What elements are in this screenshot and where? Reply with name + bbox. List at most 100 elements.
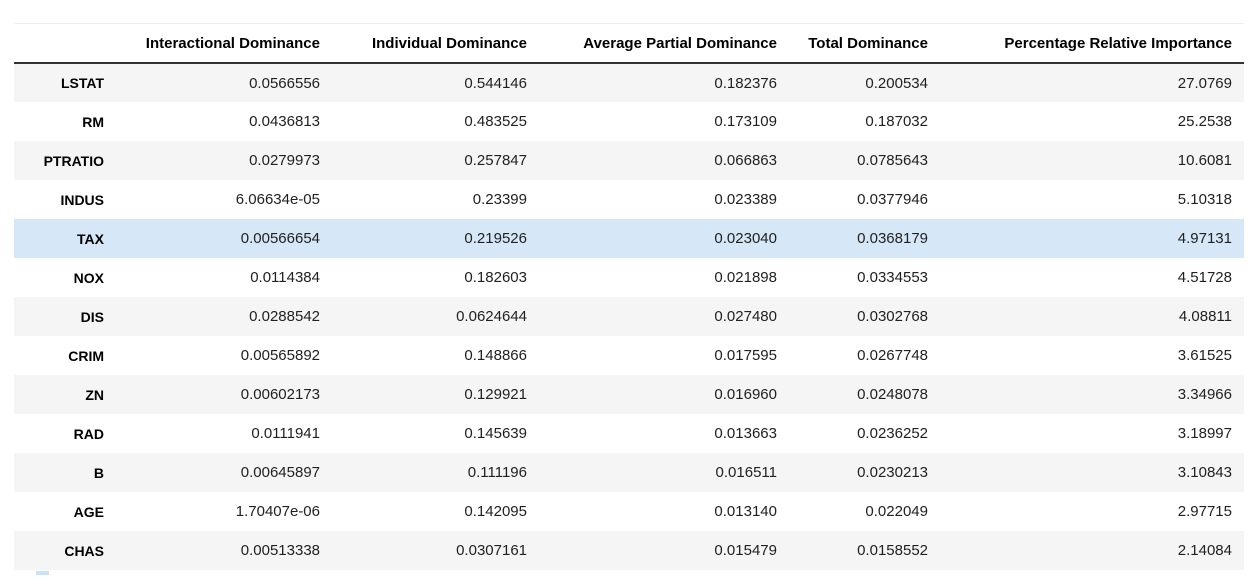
row-label[interactable]: LSTAT (60, 75, 104, 91)
row-label[interactable]: CRIM (68, 347, 104, 364)
cell[interactable]: 0.200534 (865, 74, 928, 92)
cell[interactable]: 0.0302768 (857, 308, 928, 325)
cell[interactable]: 0.023389 (714, 191, 777, 208)
cell[interactable]: 4.97131 (1177, 230, 1232, 247)
cell[interactable]: 0.0307161 (456, 542, 527, 559)
table-body: LSTAT 0.0566556 0.544146 0.182376 0.200534 27… (14, 63, 1244, 570)
cell[interactable]: 0.00645897 (240, 464, 320, 481)
cell[interactable]: 10.6081 (1177, 152, 1232, 169)
cell[interactable]: 0.00513338 (240, 542, 320, 559)
cell[interactable]: 27.0769 (1177, 74, 1232, 92)
cell[interactable]: 0.0436813 (249, 113, 320, 130)
cell[interactable]: 3.61525 (1177, 347, 1232, 364)
table-row[interactable]: B 0.00645897 0.111196 0.016511 0.0230213 3.10… (14, 453, 1244, 492)
table-row[interactable]: RM 0.0436813 0.483525 0.173109 0.187032 25.25… (14, 102, 1244, 141)
cell[interactable]: 0.0624644 (456, 308, 527, 325)
table-row[interactable]: INDUS 6.06634e-05 0.23399 0.023389 0.0377946… (14, 180, 1244, 219)
table-row[interactable]: LSTAT 0.0566556 0.544146 0.182376 0.200534 27… (14, 63, 1244, 102)
stray-highlight-fragment (36, 571, 49, 575)
cell[interactable]: 0.182376 (714, 74, 777, 92)
cell[interactable]: 0.544146 (464, 74, 527, 92)
cell[interactable]: 0.027480 (714, 308, 777, 325)
cell[interactable]: 0.257847 (464, 152, 527, 169)
row-label[interactable]: INDUS (60, 191, 104, 208)
cell[interactable]: 2.97715 (1177, 503, 1232, 520)
cell[interactable]: 25.2538 (1177, 113, 1232, 130)
cell[interactable]: 5.10318 (1177, 191, 1232, 208)
cell[interactable]: 0.145639 (464, 425, 527, 442)
cell[interactable]: 0.0236252 (857, 425, 928, 442)
cell[interactable]: 0.0368179 (857, 230, 928, 247)
cell[interactable]: 0.015479 (714, 542, 777, 559)
cell[interactable]: 0.016960 (714, 386, 777, 403)
cell[interactable]: 0.142095 (464, 503, 527, 520)
cell[interactable]: 4.08811 (1178, 308, 1232, 325)
cell[interactable]: 0.0334553 (857, 269, 928, 286)
cell[interactable]: 0.148866 (464, 347, 527, 364)
row-label[interactable]: AGE (73, 503, 104, 520)
column-header: Average Partial Dominance (539, 23, 789, 64)
cell[interactable]: 0.111196 (467, 464, 527, 481)
cell[interactable]: 0.187032 (865, 113, 928, 130)
table-row[interactable]: AGE 1.70407e-06 0.142095 0.013140 0.022049 2.… (14, 492, 1244, 531)
cell[interactable]: 0.483525 (464, 113, 527, 130)
row-label[interactable]: DIS (80, 308, 104, 325)
cell[interactable]: 0.066863 (714, 152, 777, 169)
cell[interactable]: 0.0279973 (249, 152, 320, 169)
cell[interactable]: 0.013663 (714, 425, 777, 442)
cell[interactable]: 0.0114384 (250, 269, 320, 286)
cell[interactable]: 6.06634e-05 (235, 191, 320, 208)
cell[interactable]: 0.0230213 (857, 464, 928, 481)
cell[interactable]: 0.23399 (472, 191, 527, 208)
cell[interactable]: 4.51728 (1177, 269, 1232, 286)
row-label[interactable]: PTRATIO (43, 152, 104, 169)
cell[interactable]: 0.00602173 (240, 386, 320, 403)
column-header: Interactional Dominance (110, 23, 332, 64)
table-row[interactable]: RAD 0.0111941 0.145639 0.013663 0.0236252 3.1… (14, 414, 1244, 453)
table-row-selected[interactable]: TAX 0.00566654 0.219526 0.023040 0.0368179 4.… (14, 219, 1244, 258)
cell[interactable]: 2.14084 (1177, 542, 1232, 559)
cell[interactable]: 3.18997 (1177, 425, 1232, 442)
cell[interactable]: 0.00565892 (240, 347, 320, 364)
column-header: Total Dominance (789, 23, 940, 64)
column-header: Percentage Relative Importance (940, 23, 1244, 64)
cell[interactable]: 0.173109 (714, 113, 777, 130)
row-label[interactable]: NOX (73, 269, 104, 286)
row-label[interactable]: RAD (73, 425, 104, 442)
row-label[interactable]: RM (82, 113, 104, 130)
cell[interactable]: 0.0111941 (251, 425, 320, 442)
row-label[interactable]: B (93, 464, 104, 481)
cell[interactable]: 0.021898 (714, 269, 777, 286)
cell[interactable]: 0.023040 (714, 230, 777, 247)
cell[interactable]: 0.182603 (464, 269, 527, 286)
cell[interactable]: 0.00566654 (240, 230, 320, 247)
cell[interactable]: 0.0377946 (857, 191, 928, 208)
cell[interactable]: 0.0566556 (249, 74, 320, 92)
header-row: Interactional Dominance Individual Domina… (14, 23, 1244, 64)
table-row[interactable]: CRIM 0.00565892 0.148866 0.017595 0.0267748 3… (14, 336, 1244, 375)
table-row[interactable]: PTRATIO 0.0279973 0.257847 0.066863 0.078564… (14, 141, 1244, 180)
cell[interactable]: 0.013140 (714, 503, 777, 520)
dominance-table: Interactional Dominance Individual Domina… (14, 23, 1244, 570)
cell[interactable]: 0.0267748 (857, 347, 928, 364)
row-label[interactable]: CHAS (64, 542, 104, 559)
row-label[interactable]: ZN (85, 386, 104, 403)
cell[interactable]: 0.219526 (464, 230, 527, 247)
cell[interactable]: 1.70407e-06 (235, 503, 320, 520)
cell[interactable]: 0.0288542 (249, 308, 320, 325)
cell[interactable]: 0.0248078 (857, 386, 928, 403)
cell[interactable]: 3.10843 (1177, 464, 1232, 481)
cell[interactable]: 0.017595 (714, 347, 777, 364)
cell[interactable]: 0.016511 (715, 464, 777, 481)
cell[interactable]: 0.0158552 (857, 542, 928, 559)
table-row[interactable]: NOX 0.0114384 0.182603 0.021898 0.0334553 4.5… (14, 258, 1244, 297)
table-row[interactable]: DIS 0.0288542 0.0624644 0.027480 0.0302768 4.… (14, 297, 1244, 336)
table-row[interactable]: CHAS 0.00513338 0.0307161 0.015479 0.0158552… (14, 531, 1244, 570)
column-header: Individual Dominance (332, 23, 539, 64)
cell[interactable]: 3.34966 (1177, 386, 1232, 403)
table-row[interactable]: ZN 0.00602173 0.129921 0.016960 0.0248078 3.3… (14, 375, 1244, 414)
cell[interactable]: 0.022049 (865, 503, 928, 520)
cell[interactable]: 0.129921 (464, 386, 527, 403)
cell[interactable]: 0.0785643 (857, 152, 928, 169)
row-label[interactable]: TAX (77, 230, 104, 247)
